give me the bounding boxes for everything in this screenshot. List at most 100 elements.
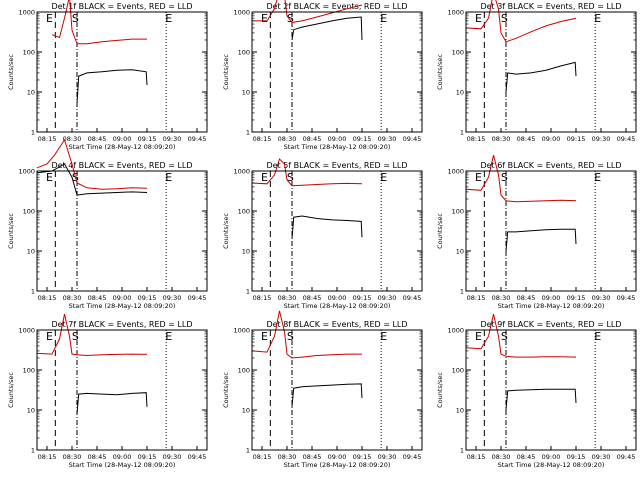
x-tick-label: 08:15: [253, 135, 272, 143]
x-tick-label: 09:15: [567, 294, 586, 302]
marker-label: E: [380, 12, 387, 25]
x-tick-label: 09:45: [617, 294, 636, 302]
x-tick-label: 08:45: [303, 135, 322, 143]
marker-label: E: [261, 330, 268, 343]
y-tick-label: 1000: [18, 168, 35, 176]
marker-label: E: [165, 171, 172, 184]
x-tick-label: 09:15: [353, 453, 372, 461]
y-tick-label: 100: [23, 208, 35, 216]
x-tick-label: 09:15: [353, 135, 372, 143]
x-tick-label: 09:15: [138, 453, 157, 461]
x-tick-label: 09:45: [188, 453, 207, 461]
y-tick-label: 10: [27, 89, 35, 97]
x-tick-label: 09:30: [163, 135, 182, 143]
x-tick-label: 08:30: [278, 135, 297, 143]
marker-label: E: [475, 12, 482, 25]
x-tick-label: 09:30: [592, 135, 611, 143]
events-series-line: [76, 392, 148, 414]
y-tick-label: 100: [452, 49, 464, 57]
x-tick-label: 09:15: [353, 294, 372, 302]
x-tick-label: 09:45: [403, 135, 422, 143]
marker-label: S: [72, 330, 79, 343]
x-tick-label: 09:30: [163, 453, 182, 461]
panel-title: Det 6f BLACK = Events, RED = LLD: [480, 161, 621, 170]
y-tick-label: 1000: [18, 9, 35, 17]
x-tick-label: 09:00: [113, 294, 132, 302]
y-tick-label: 10: [456, 89, 464, 97]
events-series-line: [36, 163, 148, 196]
x-tick-label: 08:45: [88, 294, 107, 302]
y-tick-label: 1: [246, 447, 250, 455]
x-tick-label: 09:30: [378, 135, 397, 143]
x-tick-label: 08:30: [63, 294, 82, 302]
x-tick-label: 08:15: [38, 294, 57, 302]
y-tick-label: 1: [460, 129, 464, 137]
plot-frame: [36, 170, 208, 292]
x-tick-label: 09:30: [163, 294, 182, 302]
y-tick-label: 10: [456, 248, 464, 256]
plot-frame: [465, 170, 637, 292]
y-tick-label: 1000: [233, 327, 250, 335]
marker-label: E: [380, 171, 387, 184]
plot-frame: [36, 329, 208, 451]
x-tick-label: 08:45: [303, 294, 322, 302]
panel-title: Det 5f BLACK = Events, RED = LLD: [266, 161, 407, 170]
x-axis-label: Start Time (28-May-12 08:09:20): [284, 143, 391, 151]
y-tick-label: 1000: [18, 327, 35, 335]
x-axis-label: Start Time (28-May-12 08:09:20): [498, 302, 605, 310]
x-tick-label: 08:45: [88, 135, 107, 143]
panel-title: Det 2f BLACK = Events, RED = LLD: [266, 2, 407, 11]
x-tick-label: 08:45: [88, 453, 107, 461]
x-tick-label: 08:30: [63, 453, 82, 461]
events-series-line: [505, 228, 577, 252]
x-tick-label: 08:30: [278, 294, 297, 302]
y-axis-label: Counts/sec: [436, 213, 444, 249]
x-tick-label: 08:45: [517, 135, 536, 143]
x-tick-label: 09:00: [542, 135, 561, 143]
y-axis-label: Counts/sec: [222, 213, 230, 249]
x-tick-label: 08:15: [38, 135, 57, 143]
marker-label: S: [287, 171, 294, 184]
marker-label: E: [46, 330, 53, 343]
x-tick-label: 09:15: [567, 135, 586, 143]
panel-title: Det 4f BLACK = Events, RED = LLD: [51, 161, 192, 170]
y-tick-label: 100: [238, 367, 250, 375]
y-tick-label: 1: [460, 288, 464, 296]
panel-title: Det 1f BLACK = Events, RED = LLD: [51, 2, 192, 11]
y-axis-label: Counts/sec: [436, 372, 444, 408]
y-tick-label: 1: [31, 129, 35, 137]
events-series-line: [505, 388, 577, 411]
x-tick-label: 09:00: [328, 453, 347, 461]
panel-title: Det 8f BLACK = Events, RED = LLD: [266, 320, 407, 329]
y-tick-label: 1: [31, 447, 35, 455]
x-tick-label: 09:00: [328, 135, 347, 143]
y-tick-label: 1000: [233, 168, 250, 176]
lld-series-line: [36, 313, 148, 357]
x-tick-label: 09:45: [188, 294, 207, 302]
lld-series-line: [465, 313, 577, 358]
marker-label: E: [261, 171, 268, 184]
lld-series-line: [465, 0, 577, 43]
x-tick-label: 09:00: [113, 135, 132, 143]
plot-frame: [465, 329, 637, 451]
lld-series-line: [251, 158, 363, 187]
x-axis-label: Start Time (28-May-12 08:09:20): [284, 461, 391, 469]
marker-label: E: [261, 12, 268, 25]
x-tick-label: 08:15: [38, 453, 57, 461]
x-tick-label: 09:45: [403, 294, 422, 302]
plot-frame: [251, 329, 423, 451]
y-tick-label: 100: [452, 367, 464, 375]
events-series-line: [291, 215, 363, 240]
y-tick-label: 10: [242, 89, 250, 97]
panel-title: Det 7f BLACK = Events, RED = LLD: [51, 320, 192, 329]
events-series-line: [76, 69, 148, 105]
plot-frame: [465, 11, 637, 133]
y-axis-label: Counts/sec: [222, 54, 230, 90]
x-axis-label: Start Time (28-May-12 08:09:20): [69, 302, 176, 310]
y-tick-label: 1000: [447, 168, 464, 176]
